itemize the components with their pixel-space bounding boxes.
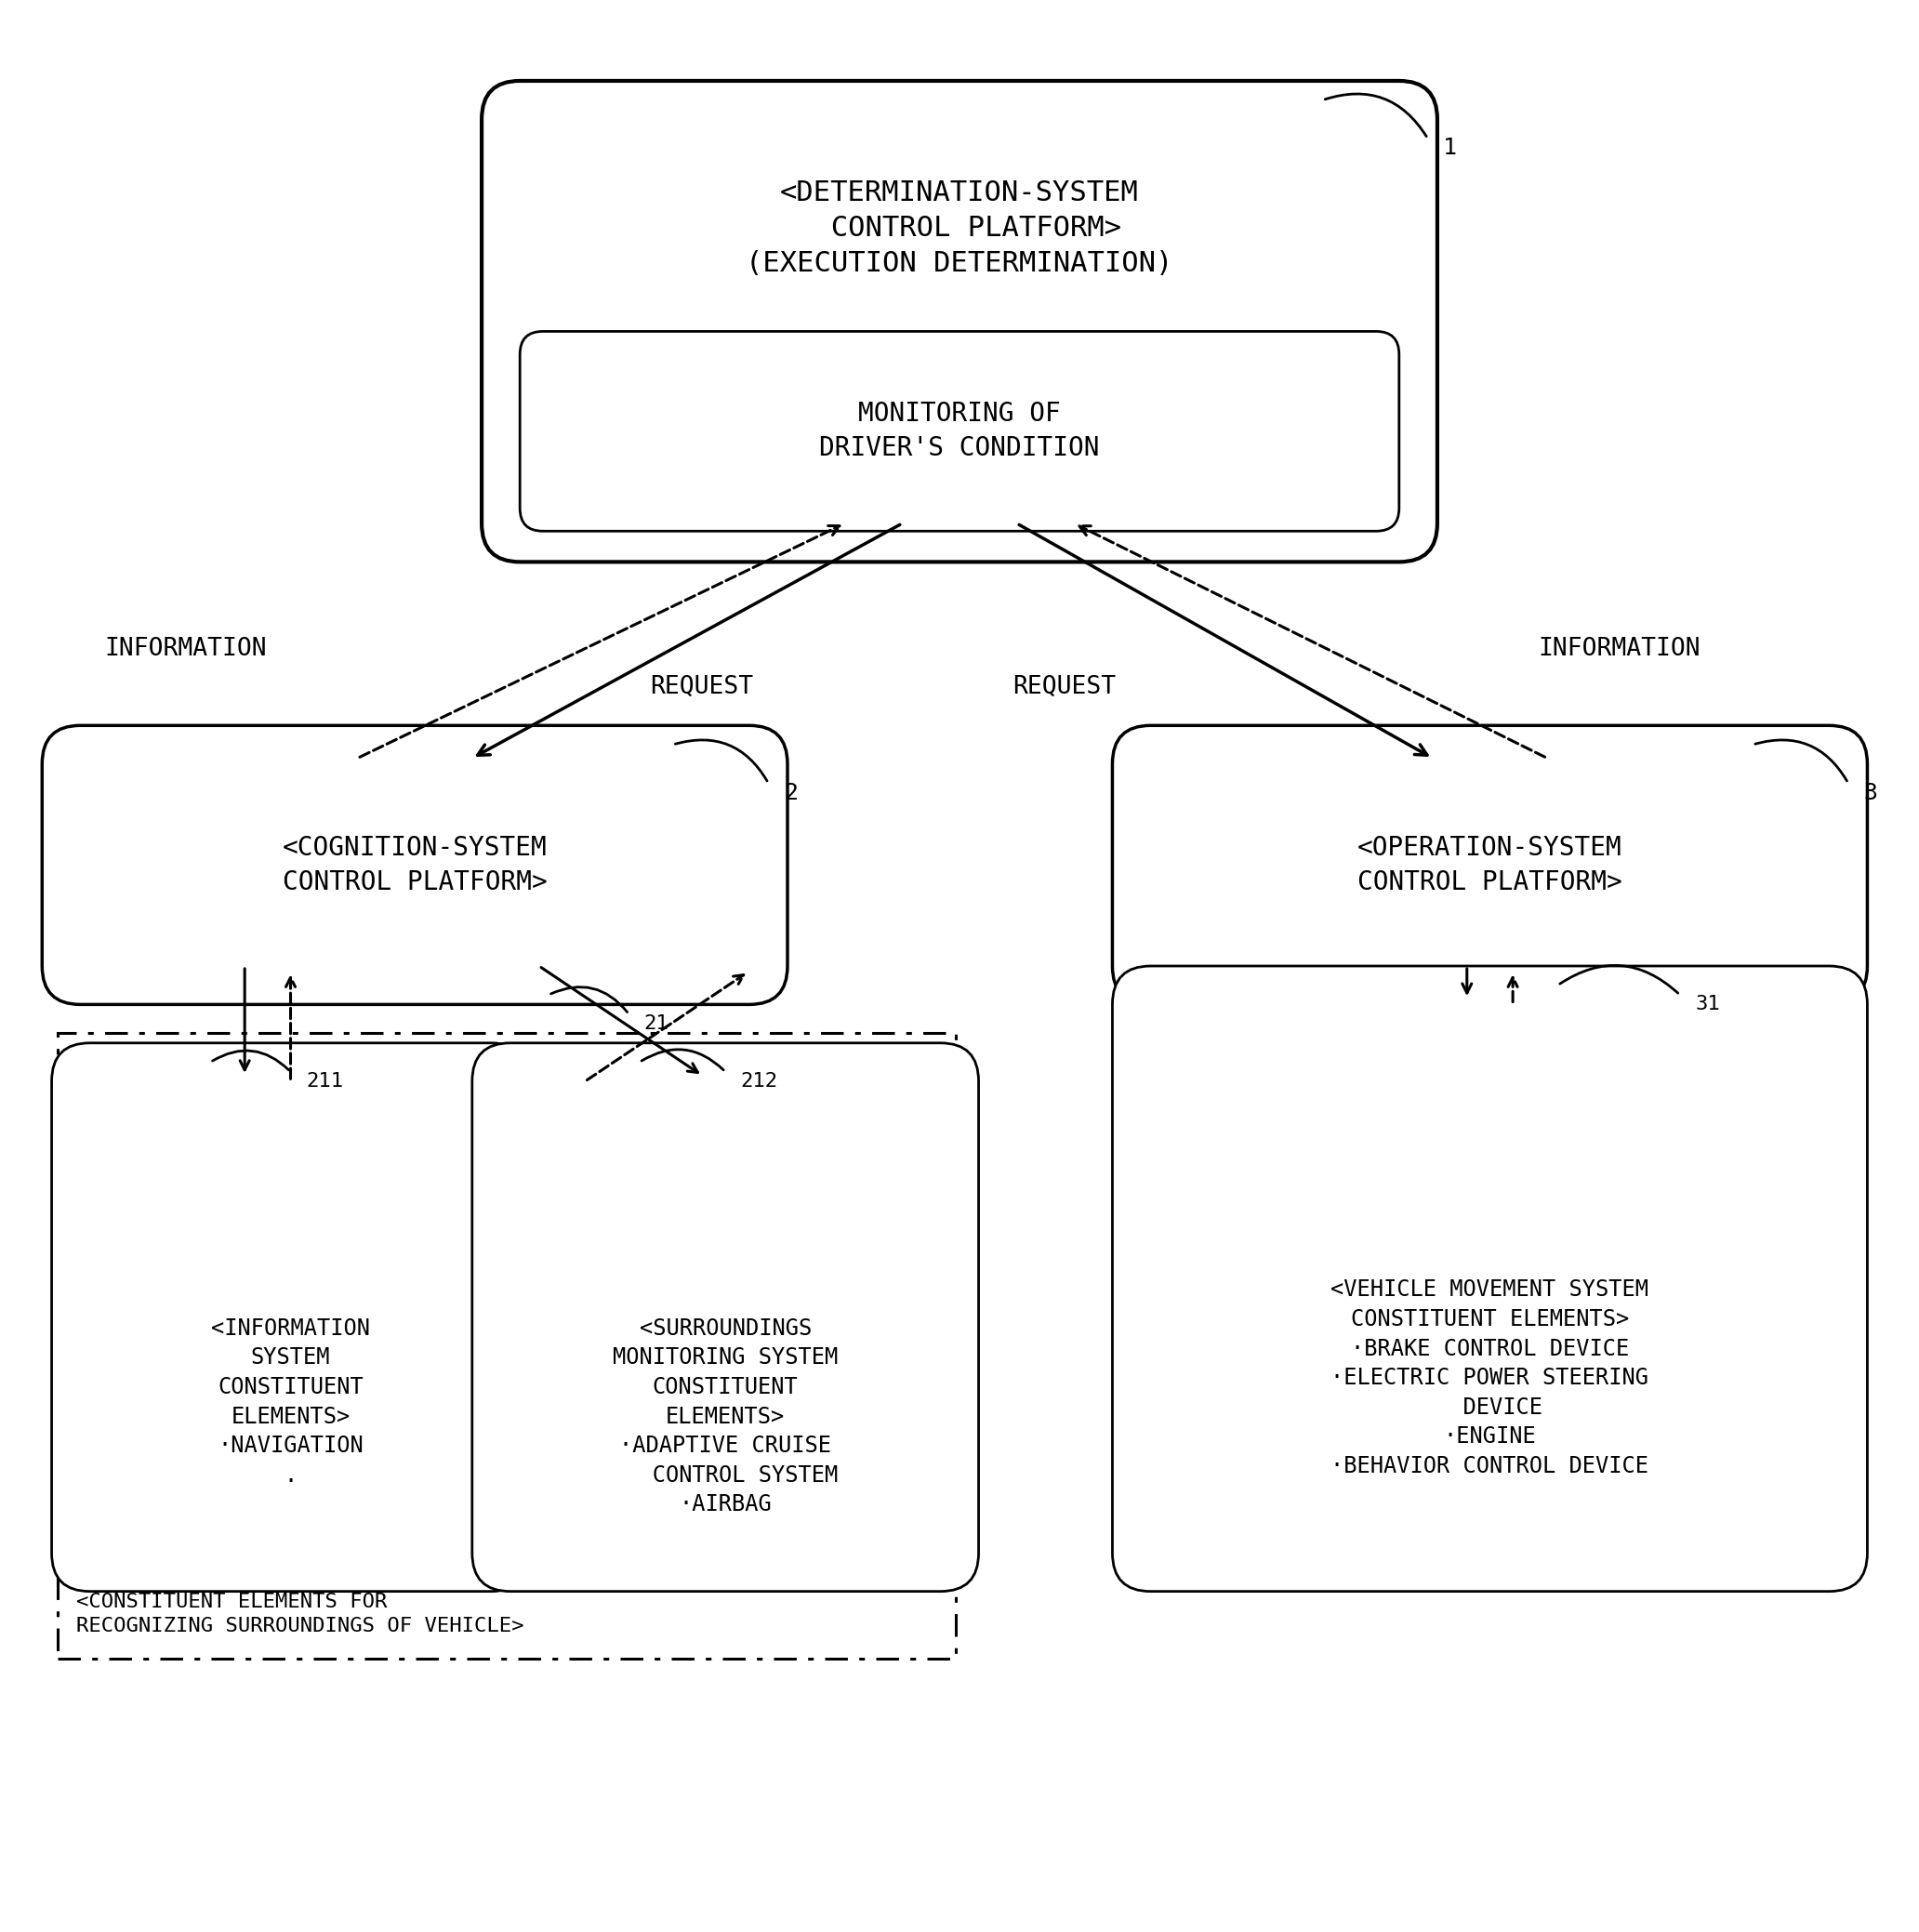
Text: REQUEST: REQUEST bbox=[651, 674, 752, 699]
FancyBboxPatch shape bbox=[1113, 726, 1867, 1005]
FancyArrowPatch shape bbox=[1462, 968, 1472, 993]
FancyArrowPatch shape bbox=[1078, 526, 1545, 757]
Text: MONITORING OF
DRIVER'S CONDITION: MONITORING OF DRIVER'S CONDITION bbox=[819, 402, 1100, 462]
Text: <COGNITION-SYSTEM
CONTROL PLATFORM>: <COGNITION-SYSTEM CONTROL PLATFORM> bbox=[282, 835, 547, 895]
Text: INFORMATION: INFORMATION bbox=[1537, 636, 1700, 661]
Text: 212: 212 bbox=[741, 1072, 777, 1092]
Text: <DETERMINATION-SYSTEM
  CONTROL PLATFORM>
(EXECUTION DETERMINATION): <DETERMINATION-SYSTEM CONTROL PLATFORM> … bbox=[746, 180, 1173, 278]
Text: 1: 1 bbox=[1443, 137, 1457, 158]
Text: 31: 31 bbox=[1694, 995, 1719, 1014]
Text: <INFORMATION
SYSTEM
CONSTITUENT
ELEMENTS>
·NAVIGATION
.: <INFORMATION SYSTEM CONSTITUENT ELEMENTS… bbox=[211, 1318, 370, 1486]
FancyArrowPatch shape bbox=[1019, 526, 1428, 755]
Text: 2: 2 bbox=[783, 782, 798, 804]
FancyBboxPatch shape bbox=[42, 726, 787, 1005]
Text: <OPERATION-SYSTEM
CONTROL PLATFORM>: <OPERATION-SYSTEM CONTROL PLATFORM> bbox=[1357, 835, 1622, 895]
Text: <CONSTITUENT ELEMENTS FOR
RECOGNIZING SURROUNDINGS OF VEHICLE>: <CONSTITUENT ELEMENTS FOR RECOGNIZING SU… bbox=[77, 1592, 524, 1636]
Text: <SURROUNDINGS
MONITORING SYSTEM
CONSTITUENT
ELEMENTS>
·ADAPTIVE CRUISE
   CONTRO: <SURROUNDINGS MONITORING SYSTEM CONSTITU… bbox=[612, 1318, 839, 1517]
FancyArrowPatch shape bbox=[541, 968, 699, 1072]
Bar bbox=[58, 1034, 956, 1660]
Text: 21: 21 bbox=[645, 1014, 670, 1034]
FancyBboxPatch shape bbox=[52, 1043, 530, 1592]
Text: 211: 211 bbox=[305, 1072, 344, 1092]
FancyArrowPatch shape bbox=[286, 978, 296, 1078]
FancyBboxPatch shape bbox=[1113, 966, 1867, 1592]
Text: REQUEST: REQUEST bbox=[1013, 674, 1117, 699]
Text: <VEHICLE MOVEMENT SYSTEM
CONSTITUENT ELEMENTS>
·BRAKE CONTROL DEVICE
·ELECTRIC P: <VEHICLE MOVEMENT SYSTEM CONSTITUENT ELE… bbox=[1332, 1279, 1648, 1478]
FancyArrowPatch shape bbox=[587, 976, 743, 1080]
Text: INFORMATION: INFORMATION bbox=[104, 636, 267, 661]
FancyBboxPatch shape bbox=[482, 81, 1437, 562]
FancyBboxPatch shape bbox=[472, 1043, 979, 1592]
FancyArrowPatch shape bbox=[359, 526, 841, 757]
Text: 3: 3 bbox=[1863, 782, 1877, 804]
FancyArrowPatch shape bbox=[1508, 978, 1518, 1003]
FancyBboxPatch shape bbox=[520, 332, 1399, 531]
FancyArrowPatch shape bbox=[478, 526, 900, 755]
FancyArrowPatch shape bbox=[240, 968, 249, 1070]
